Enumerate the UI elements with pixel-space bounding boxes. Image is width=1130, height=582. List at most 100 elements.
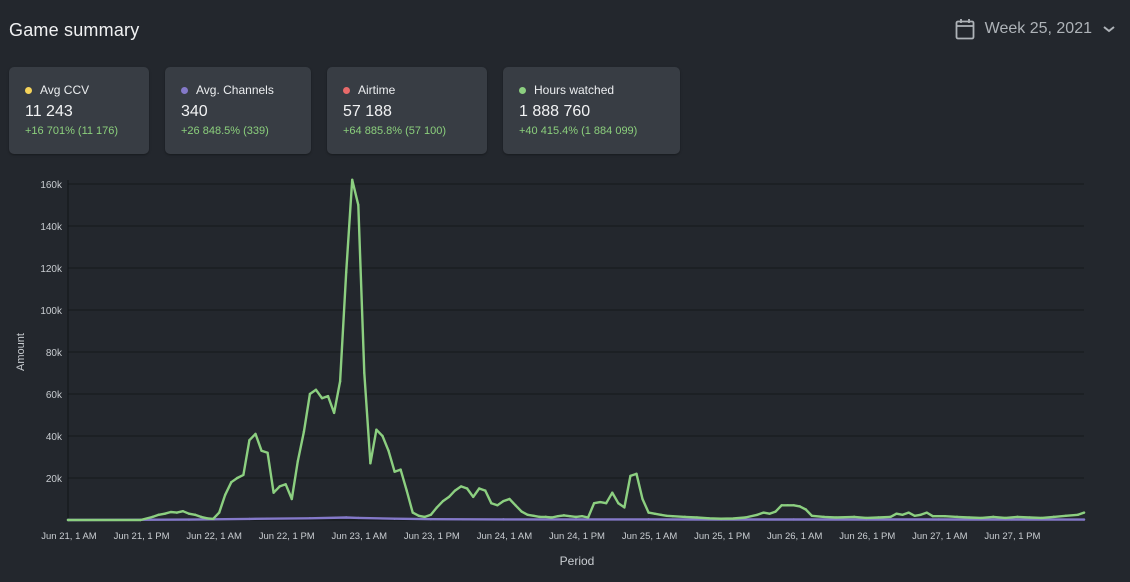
data-point [937,518,941,521]
data-point [1064,514,1068,517]
data-point [574,518,578,521]
data-point [532,514,535,517]
week-picker[interactable]: Week 25, 2021 [955,18,1116,40]
data-point [260,449,263,452]
data-point [447,495,451,499]
data-point [629,474,632,478]
data-point [205,517,209,520]
data-point [369,462,372,465]
data-point [441,499,445,503]
stat-value: 57 188 [343,103,392,120]
data-point [907,511,910,514]
data-point [308,392,312,396]
data-point [284,483,287,486]
x-tick-label: Jun 22, 1 AM [186,531,242,542]
data-point [496,504,499,507]
data-point [889,515,892,519]
calendar-icon [955,19,975,40]
data-point [901,513,904,516]
data-point [254,432,257,436]
data-point [351,178,354,181]
data-point [224,493,227,496]
data-point [659,513,662,516]
data-point [465,487,469,490]
data-point [780,504,783,507]
stat-card-airtime[interactable]: Airtime 57 188 +64 885.8% (57 100) [327,67,487,154]
data-point [992,515,995,519]
x-tick-label: Jun 27, 1 AM [912,531,968,542]
data-point [187,512,191,515]
y-tick-label: 60k [46,390,63,401]
stat-delta: +26 848.5% (339) [181,125,269,137]
stat-card-avg-ccv[interactable]: Avg CCV 11 243 +16 701% (11 176) [9,67,149,154]
data-point [375,428,378,431]
x-axis-label: Period [560,554,595,568]
data-point [1004,516,1007,520]
data-point [344,271,348,274]
airtime-dot-icon [343,86,350,94]
data-point [707,517,711,520]
data-point [1040,516,1043,520]
data-point [217,511,221,514]
data-point [1052,515,1055,519]
x-tick-label: Jun 27, 1 PM [984,531,1040,542]
data-point [508,497,511,501]
stat-cards: Avg CCV 11 243 +16 701% (11 176) Avg. Ch… [9,67,680,154]
data-point [151,515,154,519]
stat-card-avg-channels[interactable]: Avg. Channels 340 +26 848.5% (339) [165,67,311,154]
data-point [266,451,269,454]
data-point [810,514,814,517]
data-point [181,509,185,513]
data-point [598,500,602,504]
data-point [242,473,245,477]
stat-label: Hours watched [534,83,615,97]
data-point [1082,511,1086,514]
data-point [230,481,233,484]
y-axis-label: Amount [15,333,27,371]
page-title: Game summary [9,20,140,40]
y-tick-label: 140k [40,222,63,233]
data-point [344,516,348,519]
data-point [834,516,838,519]
data-point [453,489,457,492]
data-point [278,485,281,488]
data-point [490,502,493,505]
x-tick-label: Jun 26, 1 AM [767,531,823,542]
chart-grid [67,180,1084,521]
y-tick-labels: 20k 40k 60k 80k 100k 120k 140k 160k [40,180,63,485]
y-tick-label: 40k [46,432,63,443]
x-tick-labels: Jun 21, 1 AM Jun 21, 1 PM Jun 22, 1 AM Jun … [41,531,1040,542]
line-chart[interactable]: 20k 40k 60k 80k 100k 120k 140k 160k Jun 21, 1 A… [0,170,1130,582]
data-point [211,517,215,521]
data-point [1028,516,1031,519]
data-point [423,515,427,519]
stat-delta: +64 885.8% (57 100) [343,125,447,137]
stat-label: Airtime [358,83,396,97]
data-point [429,513,433,516]
data-point [592,502,596,505]
data-point [163,512,166,515]
x-tick-label: Jun 25, 1 PM [694,531,750,542]
data-point [544,515,547,519]
data-point [236,476,239,480]
data-point [574,515,578,519]
data-point [804,508,808,511]
data-point [248,517,251,521]
avg-channels-dot-icon [181,86,188,94]
data-point [478,487,481,490]
data-point [357,203,360,207]
data-point [296,460,300,463]
data-point [290,497,293,501]
data-point [405,489,408,492]
data-point [520,510,523,513]
data-point [665,514,668,517]
week-label: Week 25, 2021 [984,20,1092,37]
data-point [895,512,898,515]
data-point [798,505,801,508]
data-point [647,511,650,514]
data-point [399,468,402,471]
stat-label: Avg CCV [40,83,90,97]
data-point [1076,513,1080,516]
data-point [302,430,306,433]
stat-card-hours-watched[interactable]: Hours watched 1 888 760 +40 415.4% (1 88… [503,67,680,154]
